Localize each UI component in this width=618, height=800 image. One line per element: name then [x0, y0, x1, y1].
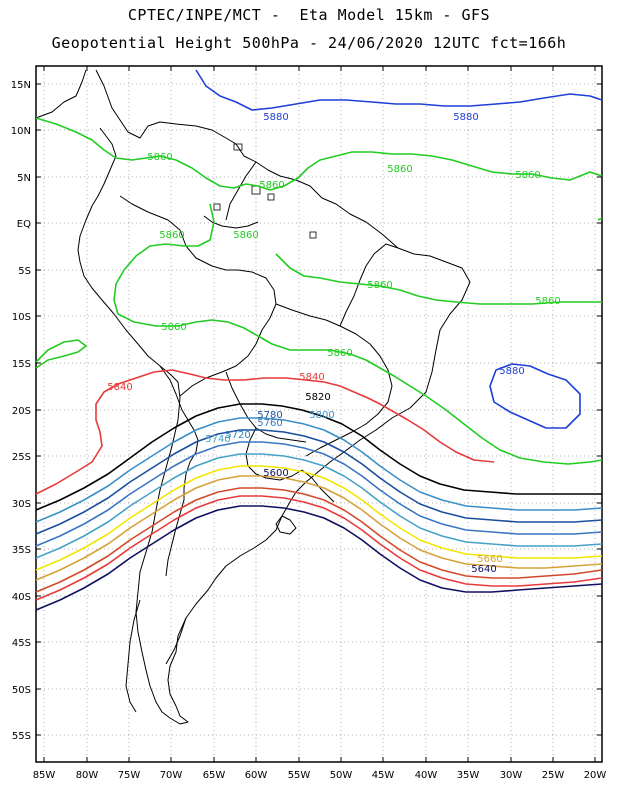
lon-tick-label: 80W	[76, 770, 99, 781]
contour-value-label: 5860	[387, 164, 412, 175]
lat-tick-label: 20S	[12, 406, 31, 417]
coastline-path	[35, 69, 471, 725]
lon-tick-label: 50W	[330, 770, 353, 781]
lat-tick-label: 15S	[12, 359, 31, 370]
contour-line	[35, 429, 603, 535]
contour-value-label: 5860	[147, 152, 172, 163]
coastline-path	[339, 243, 399, 327]
lon-tick-label: 35W	[457, 770, 480, 781]
coastlines-and-borders	[35, 69, 471, 725]
contour-value-label: 5860	[367, 280, 392, 291]
height-contours	[35, 69, 603, 611]
contour-value-label: 5660	[477, 554, 502, 565]
contour-line	[35, 475, 603, 581]
lat-tick-label: 5S	[18, 266, 31, 277]
lat-tick-label: EQ	[17, 219, 31, 230]
contour-line	[35, 417, 603, 523]
lat-tick-label: 35S	[12, 545, 31, 556]
coastline-path	[301, 469, 335, 503]
chart-title-line2: Geopotential Height 500hPa - 24/06/2020 …	[51, 34, 567, 52]
contour-value-label: 5640	[471, 564, 496, 575]
coastline-path	[119, 195, 277, 397]
contour-value-label: 5880	[499, 366, 524, 377]
contour-line	[35, 487, 603, 593]
lon-tick-label: 25W	[542, 770, 565, 781]
contour-value-label: 5760	[257, 418, 282, 429]
contour-line	[35, 441, 603, 547]
lat-tick-label: 40S	[12, 592, 31, 603]
lon-tick-label: 70W	[160, 770, 183, 781]
island-outline	[309, 231, 317, 239]
lon-tick-label: 65W	[203, 770, 226, 781]
lat-tick-label: 45S	[12, 638, 31, 649]
lon-tick-label: 85W	[33, 770, 56, 781]
contour-line	[35, 465, 603, 571]
contour-line	[35, 339, 87, 369]
contour-value-label: 5820	[305, 392, 330, 403]
contour-value-label: 5860	[159, 230, 184, 241]
lat-tick-label: 15N	[11, 80, 31, 91]
contour-value-label: 5800	[309, 410, 334, 421]
contour-value-label: 5860	[327, 348, 352, 359]
contour-line	[35, 505, 603, 611]
map-frame	[35, 65, 603, 763]
contour-line	[35, 453, 603, 559]
lat-tick-label: 5N	[17, 173, 31, 184]
coastline-path	[125, 599, 187, 713]
island-outline	[213, 203, 221, 211]
contour-line	[113, 203, 603, 465]
contour-value-label: 5880	[453, 112, 478, 123]
contour-line	[275, 253, 602, 305]
lat-tick-label: 55S	[12, 731, 31, 742]
lon-tick-label: 55W	[288, 770, 311, 781]
coastline-path	[159, 365, 199, 577]
contour-value-label: 5840	[107, 382, 132, 393]
contour-line	[489, 363, 581, 429]
contour-line	[35, 369, 495, 495]
contour-value-label: 5860	[161, 322, 186, 333]
lat-tick-label: 10N	[11, 126, 31, 137]
contour-value-label: 5860	[233, 230, 258, 241]
contour-value-label: 5860	[535, 296, 560, 307]
contour-value-label: 5780	[257, 410, 282, 421]
coastline-path	[225, 371, 307, 481]
contour-line	[35, 495, 603, 601]
coastline-path	[275, 303, 393, 457]
lat-tick-label: 10S	[12, 312, 31, 323]
lon-tick-label: 45W	[372, 770, 395, 781]
contour-value-label: 5600	[263, 468, 288, 479]
lon-tick-label: 30W	[500, 770, 523, 781]
coastline-path	[275, 515, 297, 535]
lat-tick-label: 50S	[12, 685, 31, 696]
axis-ticks: 15N 10N 5N EQ 5S 10S 15S 20S 25S 30S 35S 40S 45S 50S 5…	[11, 66, 607, 781]
lon-tick-label: 40W	[415, 770, 438, 781]
coastline-path	[203, 161, 259, 229]
contour-labels: 5880 5880 5880 5860 5860 5860 5860 5860 5860 5860…	[107, 112, 560, 575]
lon-tick-label: 75W	[118, 770, 141, 781]
contour-line	[35, 403, 602, 511]
contour-value-label: 5860	[515, 170, 540, 181]
lat-tick-label: 25S	[12, 452, 31, 463]
contour-value-label: 5860	[259, 180, 284, 191]
lon-tick-label: 60W	[245, 770, 268, 781]
island-outline	[233, 143, 243, 151]
lat-lon-grid	[36, 66, 602, 762]
contour-line	[597, 217, 603, 221]
contour-value-label: 5720	[225, 430, 250, 441]
lat-tick-label: 30S	[12, 499, 31, 510]
island-outline	[267, 193, 275, 201]
contour-value-label: 5880	[263, 112, 288, 123]
chart-title-line1: CPTEC/INPE/MCT - Eta Model 15km - GFS	[127, 6, 491, 24]
contour-line	[35, 117, 603, 191]
contour-value-label: 5740	[205, 434, 230, 445]
contour-line	[195, 69, 603, 111]
contour-value-label: 5840	[299, 372, 324, 383]
lon-tick-label: 20W	[584, 770, 607, 781]
